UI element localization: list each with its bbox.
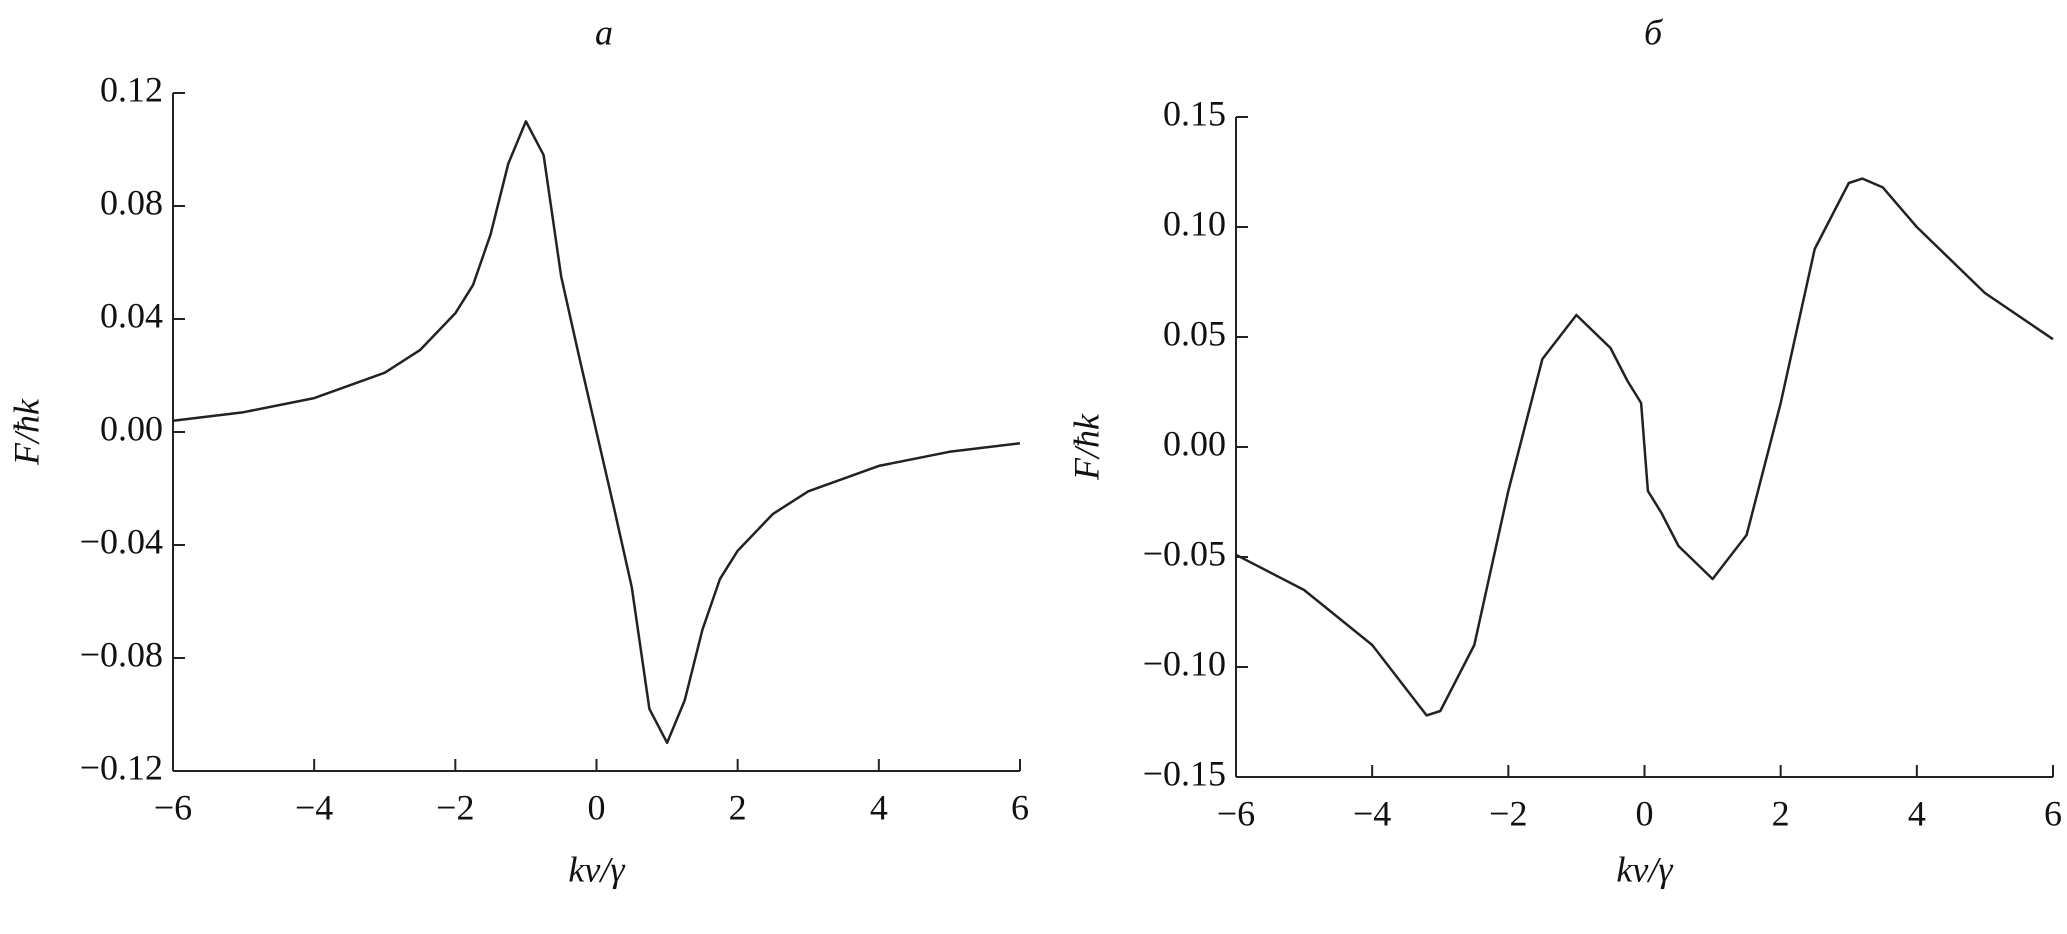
y-tick-label: 0.15: [1163, 93, 1226, 133]
chart-title: б: [1644, 12, 1664, 52]
y-tick-label: −0.04: [80, 521, 163, 561]
y-tick-label: −0.05: [1143, 533, 1226, 573]
y-axis-label: F/ħk: [1066, 413, 1106, 481]
y-axis-label: F/ħk: [6, 398, 46, 466]
x-tick-label: −2: [436, 787, 474, 827]
x-tick-label: −4: [295, 787, 333, 827]
x-tick-label: 2: [1772, 793, 1790, 833]
x-tick-label: 4: [1908, 793, 1926, 833]
x-axis-label: kv/γ: [568, 849, 625, 889]
x-tick-label: −2: [1489, 793, 1527, 833]
x-tick-label: −6: [1217, 793, 1255, 833]
y-tick-label: −0.08: [80, 634, 163, 674]
y-tick-label: −0.10: [1143, 643, 1226, 683]
y-tick-label: 0.10: [1163, 203, 1226, 243]
y-tick-label: 0.12: [100, 69, 163, 109]
y-tick-label: 0.00: [1163, 423, 1226, 463]
x-tick-label: 6: [1011, 787, 1029, 827]
y-tick-label: −0.12: [80, 747, 163, 787]
x-tick-label: 6: [2044, 793, 2062, 833]
data-line: [172, 120, 1021, 745]
y-tick-label: 0.04: [100, 295, 163, 335]
x-tick-label: 0: [588, 787, 606, 827]
x-tick-label: 2: [729, 787, 747, 827]
y-tick-label: 0.00: [100, 408, 163, 448]
y-tick-label: 0.08: [100, 182, 163, 222]
x-tick-label: −6: [154, 787, 192, 827]
x-tick-label: −4: [1353, 793, 1391, 833]
y-tick-label: −0.15: [1143, 753, 1226, 793]
x-tick-label: 0: [1636, 793, 1654, 833]
x-axis-label: kv/γ: [1616, 849, 1673, 889]
data-line: [1235, 177, 2054, 717]
x-tick-label: 4: [870, 787, 888, 827]
chart-title: а: [595, 12, 613, 52]
y-tick-label: 0.05: [1163, 313, 1226, 353]
